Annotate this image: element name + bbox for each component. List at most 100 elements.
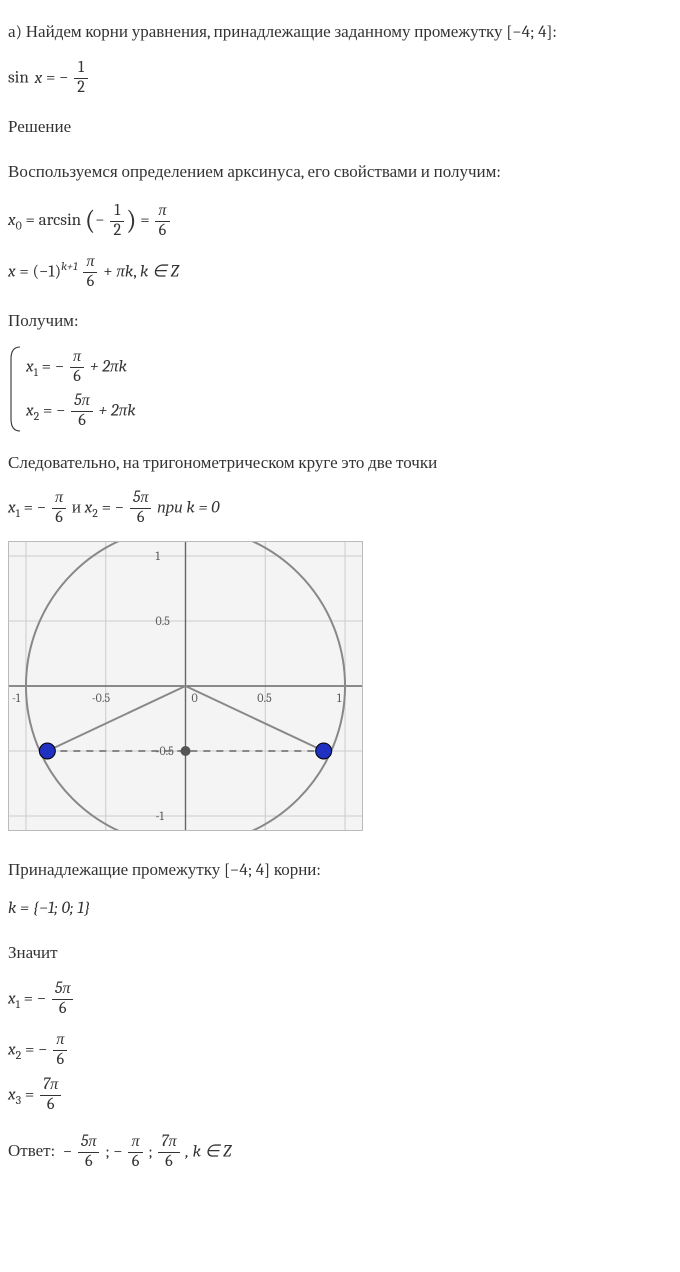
r2-x: x <box>8 1040 16 1059</box>
paren-close: ) <box>126 205 136 236</box>
b-x1: x <box>26 357 34 376</box>
sub-0: 0 <box>16 218 22 232</box>
r2-frac: π 6 <box>53 1032 67 1069</box>
a-num3: 7π <box>158 1134 179 1153</box>
consequently: Следовательно, на тригонометрическом кру… <box>8 451 680 477</box>
num-pi-b: π <box>83 254 97 273</box>
ans-tail: , k ∈ Z <box>185 1142 231 1161</box>
r1-num: 5π <box>52 981 73 1000</box>
a-num2: π <box>128 1134 142 1153</box>
sin-label: sin <box>8 69 29 88</box>
general-solution: x = (−1)k+1 π 6 + πk, k ∈ Z <box>8 254 680 291</box>
unit-circle-chart: -1-0.500.51-1-0.50.51 <box>8 541 680 840</box>
points-line: x1 = − π 6 и x2 = − 5π 6 при k = 0 <box>8 490 680 527</box>
pts-den-6b: 6 <box>130 509 151 527</box>
svg-text:-1: -1 <box>156 809 165 823</box>
num-1: 1 <box>110 203 124 222</box>
belonging: Принадлежащие промежутку [−4; 4] корни: <box>8 858 680 884</box>
svg-text:0.5: 0.5 <box>257 691 272 705</box>
equals-neg: = − <box>46 69 69 88</box>
gen-comma: , <box>133 263 140 282</box>
intro-text: а) Найдем корни уравнения, принадлежащие… <box>8 20 680 46</box>
r3-frac: 7π 6 <box>40 1077 61 1114</box>
a-den2: 6 <box>128 1153 142 1171</box>
svg-text:-1: -1 <box>12 691 21 705</box>
poluchim: Получим: <box>8 309 680 335</box>
svg-text:0: 0 <box>192 691 198 705</box>
result-x2: x2 = − π 6 <box>8 1032 680 1069</box>
b-den-6b: 6 <box>71 412 92 430</box>
den-6: 6 <box>155 222 169 240</box>
neg-inside: − <box>95 211 104 230</box>
b-sub2: 2 <box>34 409 40 423</box>
bracket-line-1: x1 = − π 6 + 2πk <box>26 349 136 386</box>
a-den1: 6 <box>78 1153 99 1171</box>
r3-sub: 3 <box>16 1093 21 1107</box>
den-6-b: 6 <box>83 273 97 291</box>
frac-den: 2 <box>74 79 88 97</box>
arcsin-label: = arcsin <box>26 211 82 230</box>
b-x1-rhs: + 2πk <box>90 357 127 376</box>
ans-sep2: ; <box>148 1142 156 1161</box>
b-num-pi: π <box>70 349 84 368</box>
pts-x1: x <box>8 498 16 517</box>
r1-den: 6 <box>52 1000 73 1018</box>
r1-sub: 1 <box>16 997 20 1011</box>
frac-pi-6c: π 6 <box>70 349 84 386</box>
k-set: k = {−1; 0; 1} <box>8 896 680 922</box>
frac-1-2b: 1 2 <box>110 203 124 240</box>
svg-text:1: 1 <box>156 549 161 563</box>
bracket-system: x1 = − π 6 + 2πk x2 = − 5π 6 + 2πk <box>8 345 680 433</box>
svg-text:1: 1 <box>337 691 342 705</box>
ans-neg1: − <box>63 1142 72 1161</box>
answer-line: Ответ: − 5π 6 ; − π 6 ; 7π 6 , k ∈ Z <box>8 1134 680 1171</box>
frac-5pi-6: 5π 6 <box>71 393 92 430</box>
eq-sign: = <box>140 211 153 230</box>
b-den-6: 6 <box>70 368 84 386</box>
pts-den-6: 6 <box>52 509 66 527</box>
r2-num: π <box>53 1032 67 1051</box>
gen-exp: k+1 <box>61 259 78 273</box>
gen-x: x <box>8 263 16 282</box>
r2-sub: 2 <box>16 1048 22 1062</box>
trig-circle-svg: -1-0.500.51-1-0.50.51 <box>8 541 363 831</box>
r1-frac: 5π 6 <box>52 981 73 1018</box>
pts-k0: при k = 0 <box>157 498 219 517</box>
r3-den: 6 <box>40 1096 61 1114</box>
frac-5pi-6b: 5π 6 <box>130 490 151 527</box>
frac-pi-6d: π 6 <box>52 490 66 527</box>
pts-eq1: = − <box>24 498 47 517</box>
a-num1: 5π <box>78 1134 99 1153</box>
pts-eq2: = − <box>102 498 125 517</box>
result-x3: x3 = 7π 6 <box>8 1077 680 1114</box>
b-sub1: 1 <box>34 365 38 379</box>
frac-pi-6b: π 6 <box>83 254 97 291</box>
ans-frac2: π 6 <box>128 1134 142 1171</box>
frac-num: 1 <box>74 60 88 79</box>
ans-neg2: − <box>113 1142 122 1161</box>
num-pi: π <box>155 203 169 222</box>
r2-den: 6 <box>53 1051 67 1069</box>
znachit: Значит <box>8 941 680 967</box>
solution-heading: Решение <box>8 115 680 141</box>
x0-var: x <box>8 211 16 230</box>
b-x1-eq: = − <box>42 357 65 376</box>
answer-label: Ответ: <box>8 1142 55 1161</box>
pts-and: и <box>72 498 85 517</box>
equation-sin: sin x = − 1 2 <box>8 60 680 97</box>
bracket-line-2: x2 = − 5π 6 + 2πk <box>26 393 136 430</box>
ans-frac1: 5π 6 <box>78 1134 99 1171</box>
r1-eq: = − <box>24 989 47 1008</box>
pts-num-pi: π <box>52 490 66 509</box>
den-2: 2 <box>110 222 124 240</box>
r1-x: x <box>8 989 16 1008</box>
r3-x: x <box>8 1085 16 1104</box>
r3-num: 7π <box>40 1077 61 1096</box>
result-x1: x1 = − 5π 6 <box>8 981 680 1018</box>
pts-sub1: 1 <box>16 506 20 520</box>
use-definition: Воспользуемся определением арксинуса, ег… <box>8 160 680 186</box>
frac-pi-6: π 6 <box>155 203 169 240</box>
pts-num-5pi: 5π <box>130 490 151 509</box>
svg-text:-0.5: -0.5 <box>156 744 175 758</box>
var-x: x <box>35 69 43 88</box>
